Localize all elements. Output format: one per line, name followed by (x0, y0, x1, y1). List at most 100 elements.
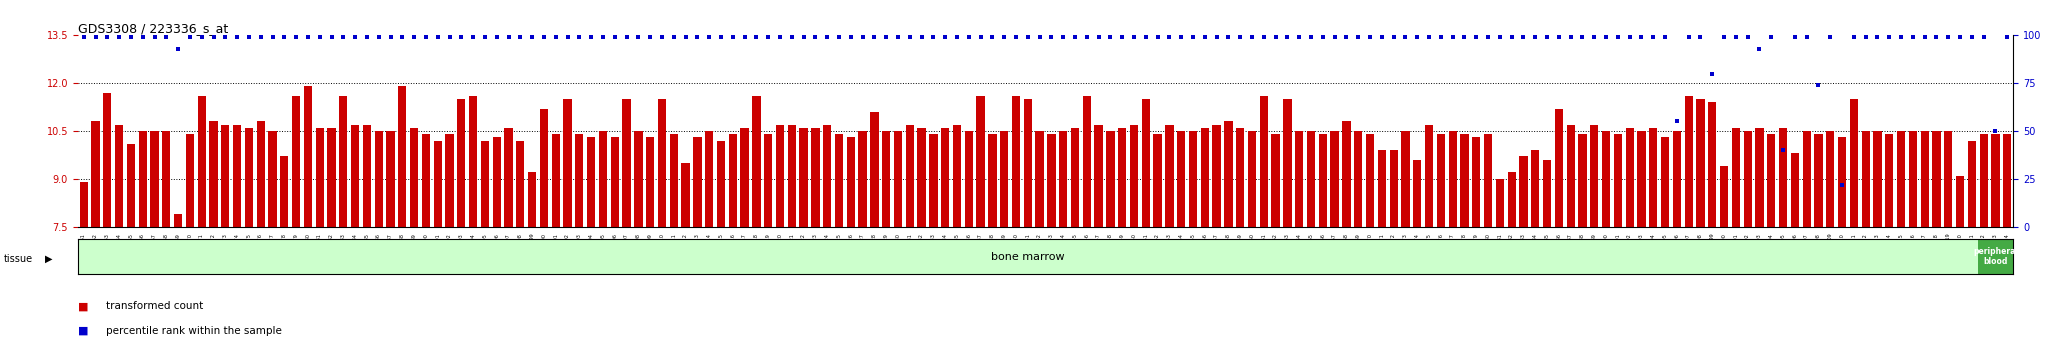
Bar (1413, 160, 1421, 227)
Bar (1520, 156, 1528, 227)
Point (1649, 34, 1681, 40)
Bar (1542, 160, 1550, 227)
Bar (1366, 134, 1374, 227)
Point (1978, 128, 2011, 134)
Bar (836, 134, 844, 227)
Bar (528, 172, 537, 227)
Text: ■: ■ (78, 301, 88, 311)
Bar (1827, 131, 1835, 227)
Bar (1460, 134, 1468, 227)
Point (256, 34, 289, 40)
Point (811, 34, 844, 40)
Bar (575, 134, 584, 227)
Bar (858, 131, 866, 227)
Point (1153, 34, 1186, 40)
Bar (1272, 134, 1280, 227)
Bar (303, 86, 311, 227)
Bar (1012, 96, 1020, 227)
Bar (563, 99, 571, 227)
Point (281, 34, 313, 40)
Bar (1083, 96, 1092, 227)
Point (1624, 34, 1657, 40)
Point (918, 34, 950, 40)
Point (786, 34, 819, 40)
Bar (162, 131, 170, 227)
Point (870, 34, 903, 40)
Bar (102, 93, 111, 227)
Bar (127, 144, 135, 227)
Point (1802, 82, 1835, 88)
Bar (645, 137, 653, 227)
Bar (1909, 131, 1917, 227)
Point (397, 34, 430, 40)
Bar (670, 134, 678, 227)
Point (1767, 147, 1800, 153)
Bar (1341, 121, 1350, 227)
Bar (315, 128, 324, 227)
Bar (1862, 131, 1870, 227)
Bar (1686, 96, 1694, 227)
Text: peripheral
blood: peripheral blood (1972, 247, 2017, 266)
Point (127, 34, 160, 40)
Bar (434, 141, 442, 227)
Point (1731, 34, 1763, 40)
Point (1071, 34, 1104, 40)
Bar (1661, 137, 1669, 227)
Bar (397, 86, 406, 227)
Point (1778, 34, 1810, 40)
Point (1178, 34, 1210, 40)
Bar (1260, 96, 1268, 227)
Bar (1425, 125, 1434, 227)
Point (1354, 34, 1386, 40)
Bar (989, 134, 997, 227)
Point (375, 34, 408, 40)
Bar (1118, 128, 1126, 227)
Bar (1130, 125, 1139, 227)
Point (598, 34, 631, 40)
Bar (1106, 131, 1114, 227)
Bar (1733, 128, 1741, 227)
Point (539, 34, 571, 40)
Bar (2003, 134, 2011, 227)
Bar (1354, 131, 1362, 227)
Point (764, 34, 797, 40)
Point (551, 34, 584, 40)
Point (586, 34, 618, 40)
Bar (350, 125, 358, 227)
Point (1307, 34, 1339, 40)
Point (977, 34, 1010, 40)
Point (1448, 34, 1481, 40)
Point (291, 34, 324, 40)
Bar (1438, 134, 1446, 227)
Bar (717, 141, 725, 227)
Bar (1708, 102, 1716, 227)
Point (469, 34, 502, 40)
Bar (1153, 134, 1161, 227)
Point (834, 34, 866, 40)
Bar (1190, 131, 1198, 227)
Point (1520, 34, 1552, 40)
Point (1106, 34, 1139, 40)
Bar (1448, 131, 1456, 227)
Bar (965, 131, 973, 227)
Point (645, 34, 678, 40)
Point (682, 34, 715, 40)
Bar (729, 134, 737, 227)
Point (705, 34, 737, 40)
Bar (1636, 131, 1647, 227)
Point (1225, 34, 1257, 40)
Bar (481, 141, 489, 227)
Point (623, 34, 655, 40)
Text: GDS3308 / 223336_s_at: GDS3308 / 223336_s_at (78, 22, 227, 35)
Bar (1980, 134, 1989, 227)
Point (858, 34, 891, 40)
Point (1460, 34, 1493, 40)
Bar (256, 121, 264, 227)
Bar (209, 121, 217, 227)
Bar (1331, 131, 1339, 227)
Point (610, 34, 643, 40)
Point (1921, 34, 1954, 40)
Point (174, 34, 207, 40)
Bar (541, 109, 549, 227)
Bar (328, 128, 336, 227)
